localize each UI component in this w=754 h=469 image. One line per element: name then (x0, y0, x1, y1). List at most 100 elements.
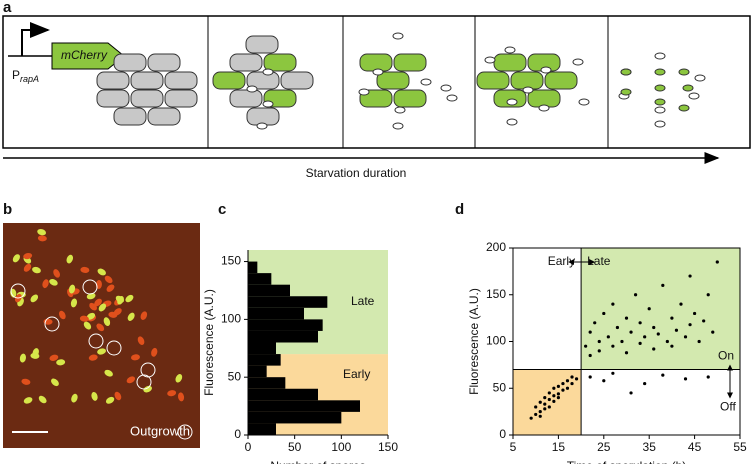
point (670, 316, 674, 320)
bar (248, 342, 276, 355)
cell (359, 53, 393, 72)
spore-image (86, 312, 96, 320)
point (565, 386, 570, 390)
y-tick-label: 0 (234, 427, 241, 441)
point (588, 353, 592, 358)
cell (212, 71, 246, 90)
cell (544, 71, 578, 90)
spore-image (125, 294, 134, 303)
spore-image (127, 312, 135, 321)
spore (654, 52, 666, 60)
point (661, 283, 665, 287)
point (624, 316, 629, 320)
point (534, 405, 538, 409)
spore-image (80, 266, 90, 273)
cell (164, 89, 198, 108)
image-label: Outgrowth (130, 423, 190, 438)
point (693, 311, 697, 316)
spore-image (113, 308, 122, 316)
plot-frame (512, 247, 741, 436)
spore-image (175, 374, 183, 383)
region (581, 248, 740, 370)
panel-label: b (3, 201, 12, 218)
outgrowth-marker (106, 340, 122, 356)
outgrowth-marker (140, 362, 156, 378)
cell (164, 71, 198, 90)
cell (229, 53, 263, 72)
x-tick-label: 15 (552, 440, 566, 454)
spore-image (97, 268, 106, 276)
point (620, 339, 624, 344)
bar (248, 377, 286, 389)
x-tick-label: 55 (733, 440, 747, 454)
spore (372, 68, 384, 76)
y-tick-label: 50 (228, 369, 242, 383)
point (570, 381, 574, 386)
point (543, 396, 547, 400)
point (561, 388, 565, 392)
outgrowth-marker (44, 316, 60, 332)
spore-image (53, 269, 60, 278)
panel-label: c (218, 201, 226, 218)
bar (248, 284, 290, 297)
cell (263, 53, 297, 72)
y-axis-label: Fluorescence (A.U.) (202, 289, 216, 396)
micrograph-bg (3, 223, 200, 448)
cell (229, 89, 263, 108)
spore-image (10, 288, 17, 298)
spore-image (88, 354, 98, 361)
point (697, 339, 701, 344)
spore (440, 84, 452, 92)
point (702, 319, 706, 323)
mature-spore (678, 104, 690, 112)
point (597, 349, 601, 353)
point (588, 330, 592, 334)
spore (694, 74, 706, 82)
point (629, 391, 633, 395)
point (602, 379, 606, 383)
point (643, 381, 647, 386)
annotation: On (718, 349, 734, 363)
bar (248, 261, 258, 274)
cell (393, 53, 427, 72)
x-tick-label: 50 (288, 440, 302, 454)
point (534, 412, 538, 417)
point (588, 375, 592, 379)
bar (248, 365, 267, 378)
point (565, 379, 570, 383)
promoter-sub: rapA (20, 74, 39, 84)
point (633, 293, 638, 297)
point (547, 397, 551, 402)
outgrowth-marker (136, 374, 152, 390)
point (570, 375, 574, 379)
point (611, 302, 615, 306)
annotation: Off (720, 400, 736, 414)
spore-image (137, 336, 145, 345)
cell (113, 107, 147, 126)
spore-image (19, 353, 26, 363)
x-tick-label: 35 (643, 440, 657, 454)
spore-image (140, 311, 148, 320)
spore (506, 118, 518, 126)
panel-label: d (455, 201, 464, 218)
spore (246, 85, 258, 93)
spore (504, 46, 516, 54)
x-tick-label: 150 (378, 440, 398, 454)
x-tick-label: 0 (245, 440, 252, 454)
cell (393, 89, 427, 108)
spore (394, 106, 406, 114)
spore (256, 122, 268, 130)
spore (572, 58, 584, 66)
bar (248, 354, 281, 366)
point (688, 274, 692, 278)
point (652, 347, 656, 351)
point (679, 302, 683, 306)
spore-image (106, 284, 115, 292)
mature-spore (682, 84, 694, 92)
bar (248, 411, 342, 424)
y-tick-label: 100 (221, 312, 241, 326)
point (611, 371, 615, 375)
point (561, 381, 565, 386)
spore-image (177, 392, 185, 402)
